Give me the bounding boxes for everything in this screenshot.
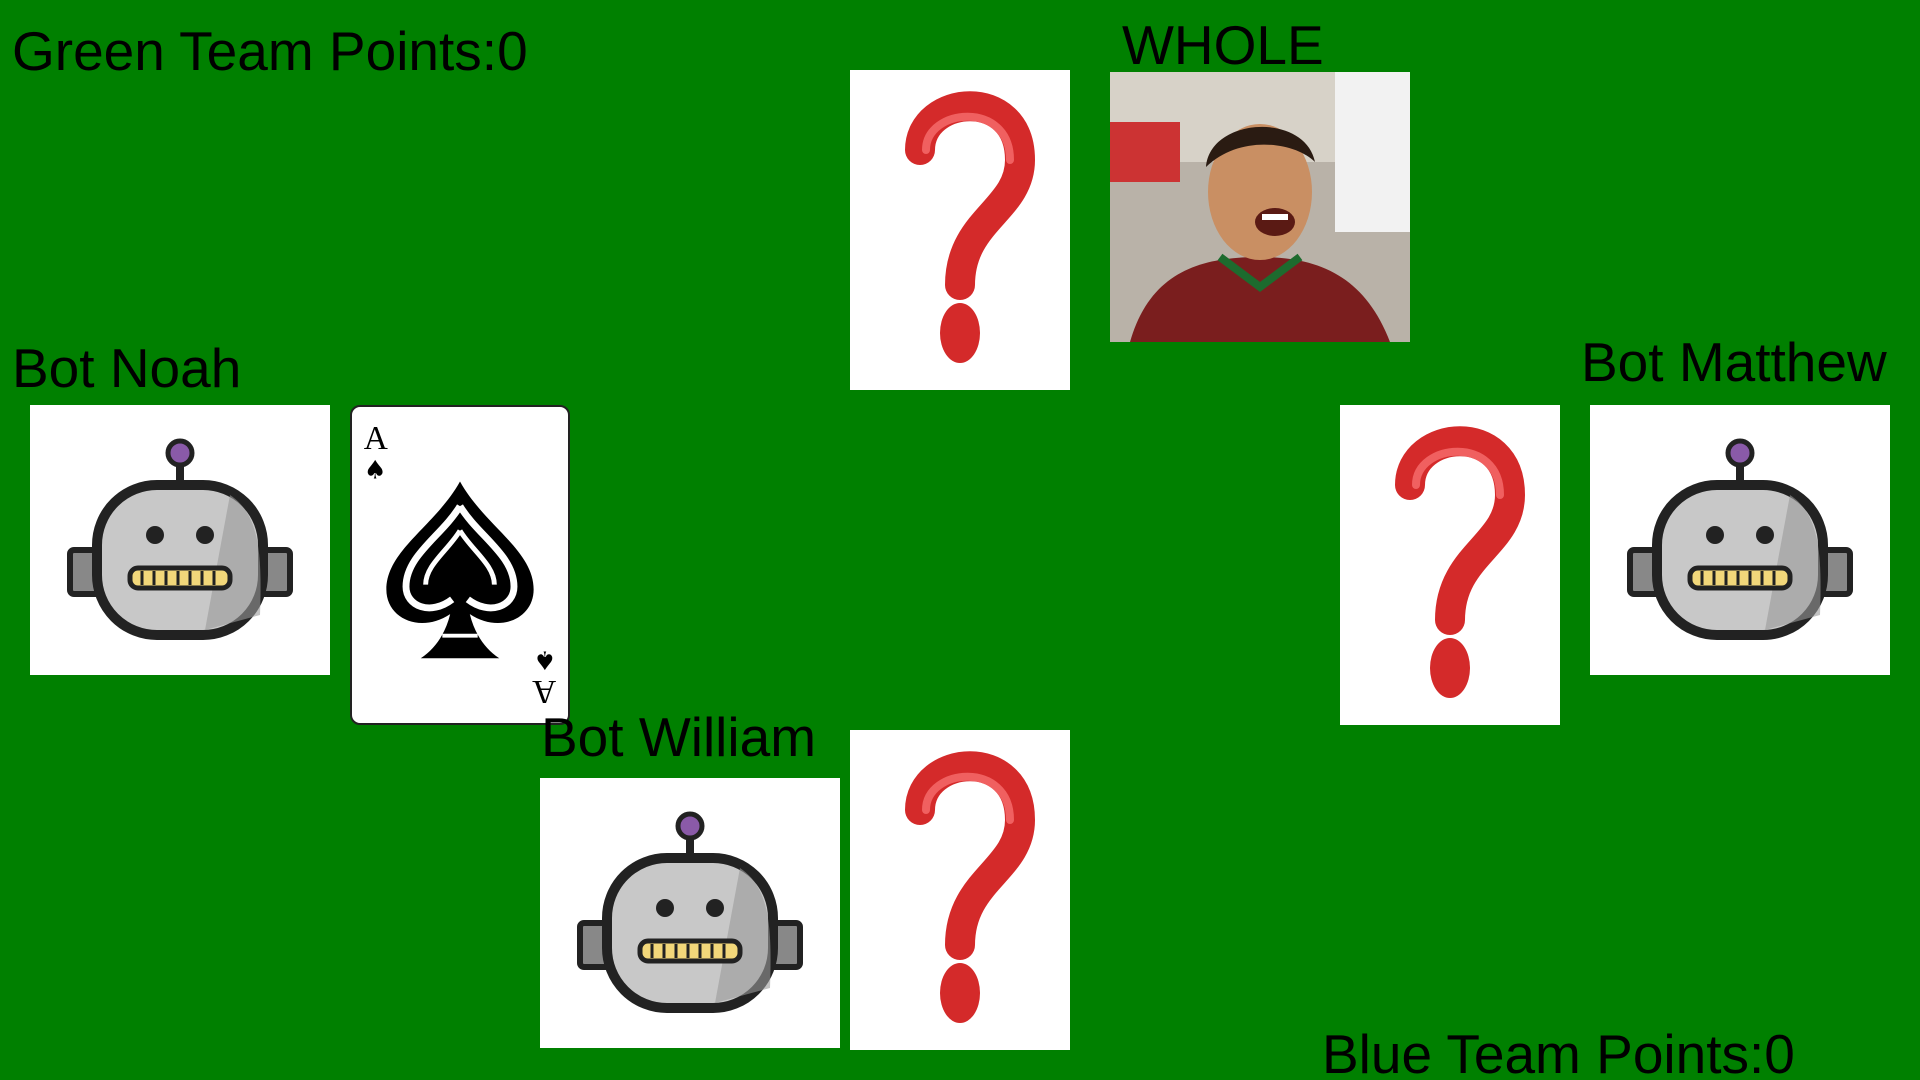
- spade-icon: [386, 481, 534, 659]
- green-team-score: Green Team Points:0: [12, 20, 528, 82]
- player-name-south: Bot William: [541, 706, 817, 768]
- card-suit-top: ♠: [364, 456, 387, 486]
- robot-icon: [577, 811, 803, 1013]
- question-mark-icon: [905, 751, 1036, 1023]
- robot-avatar-west: [30, 405, 330, 675]
- player-photo-north: [1110, 72, 1410, 342]
- robot-avatar-south: [540, 778, 840, 1048]
- card-back-east[interactable]: [1340, 405, 1560, 725]
- played-card-west[interactable]: A ♠ A ♠: [350, 405, 570, 725]
- card-back-south[interactable]: [850, 730, 1070, 1050]
- question-mark-icon: [905, 91, 1036, 363]
- blue-team-score: Blue Team Points:0: [1322, 1023, 1795, 1080]
- card-suit-bottom: ♠: [533, 644, 556, 674]
- question-mark-icon: [1395, 426, 1526, 698]
- robot-icon: [67, 438, 293, 640]
- robot-icon: [1627, 438, 1853, 640]
- player-photo-icon: [1110, 72, 1410, 342]
- card-rank-top: A: [364, 420, 388, 457]
- card-back-north[interactable]: [850, 70, 1070, 390]
- player-name-east: Bot Matthew: [1581, 331, 1887, 393]
- card-rank-bottom: A: [532, 673, 556, 710]
- ace-of-spades-card: A ♠ A ♠: [364, 420, 556, 710]
- player-name-north: WHOLE: [1122, 14, 1324, 76]
- player-name-west: Bot Noah: [12, 337, 242, 399]
- robot-avatar-east: [1590, 405, 1890, 675]
